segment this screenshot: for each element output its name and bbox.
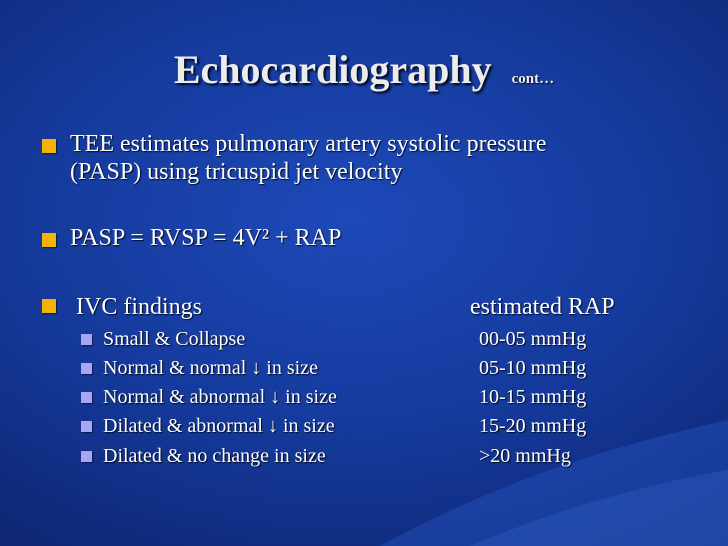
rap-value: >20 mmHg	[479, 445, 571, 467]
rap-value: 10-15 mmHg	[479, 386, 587, 408]
rap-column-header: estimated RAP	[470, 294, 615, 320]
ivc-finding: Normal & abnormal ↓ in size	[103, 386, 337, 408]
title-sub: cont…	[511, 71, 555, 87]
sub-bullet-icon	[81, 421, 92, 432]
bullet-square-icon	[42, 139, 56, 153]
bullet-square-icon	[42, 299, 56, 313]
rap-value: 00-05 mmHg	[479, 328, 587, 350]
ivc-finding: Small & Collapse	[103, 328, 246, 350]
sub-bullet-icon	[81, 363, 92, 374]
ivc-finding: Normal & normal ↓ in size	[103, 357, 318, 379]
title-main: Echocardiography	[173, 47, 492, 92]
sub-bullet-icon	[81, 451, 92, 462]
rap-value: 05-10 mmHg	[479, 357, 587, 379]
sub-bullet-icon	[81, 334, 92, 345]
bullet-3-text: IVC findings	[76, 294, 202, 320]
bullet-2-text: PASP = RVSP = 4V² + RAP	[70, 225, 342, 251]
ivc-finding: Dilated & no change in size	[103, 445, 326, 467]
bullet-square-icon	[42, 233, 56, 247]
ivc-finding: Dilated & abnormal ↓ in size	[103, 415, 335, 437]
bullet-1-line-1: TEE estimates pulmonary artery systolic …	[70, 131, 547, 157]
rap-value: 15-20 mmHg	[479, 415, 587, 437]
sub-bullet-icon	[81, 392, 92, 403]
slide-title: Echocardiography cont…	[0, 46, 728, 93]
bullet-1-line-2: (PASP) using tricuspid jet velocity	[70, 159, 403, 185]
